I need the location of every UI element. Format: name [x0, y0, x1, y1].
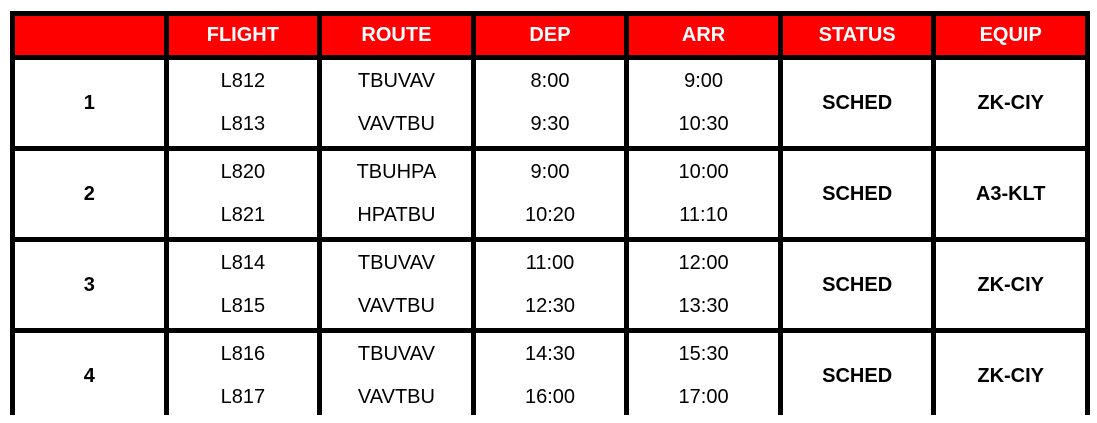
- cell-dep: 14:30 16:00: [475, 333, 625, 419]
- cell-arr: 10:00 11:10: [629, 151, 778, 237]
- dep-value: 14:30: [524, 343, 576, 365]
- cell-flights: L816 L817: [168, 333, 318, 419]
- header-route: ROUTE: [322, 16, 471, 55]
- header-equip: EQUIP: [936, 16, 1085, 55]
- cell-routes: TBUVAV VAVTBU: [322, 60, 471, 146]
- cell-routes: TBUVAV VAVTBU: [322, 242, 471, 328]
- status-value: SCHED: [822, 91, 893, 114]
- cell-status: SCHED: [782, 333, 932, 419]
- cell-equip: A3-KLT: [936, 151, 1085, 237]
- cell-flights: L812 L813: [168, 60, 318, 146]
- dep-value: 12:30: [524, 295, 576, 317]
- cell-arr: 9:00 10:30: [629, 60, 778, 146]
- dep-value: 11:00: [525, 252, 575, 274]
- num-value: 3: [83, 273, 95, 296]
- routes-value: VAVTBU: [357, 386, 435, 408]
- cell-num: 1: [15, 60, 164, 146]
- dep-value: 16:00: [524, 386, 576, 408]
- cell-dep: 8:00 9:30: [475, 60, 625, 146]
- equip-value: ZK-CIY: [977, 91, 1045, 114]
- flights-value: L821: [220, 204, 266, 226]
- status-value: SCHED: [822, 182, 893, 205]
- flights-value: L817: [220, 386, 266, 408]
- arr-value: 13:30: [678, 295, 729, 317]
- header-arr: ARR: [629, 16, 778, 55]
- routes-value: VAVTBU: [357, 113, 435, 135]
- equip-value: ZK-CIY: [977, 273, 1045, 296]
- cell-status: SCHED: [782, 242, 932, 328]
- routes-value: VAVTBU: [357, 295, 435, 317]
- equip-value: ZK-CIY: [977, 364, 1045, 387]
- dep-value: 8:00: [530, 70, 570, 92]
- cell-routes: TBUHPA HPATBU: [322, 151, 471, 237]
- arr-value: 12:00: [678, 252, 729, 274]
- cell-flights: L814 L815: [168, 242, 318, 328]
- header-status: STATUS: [782, 16, 932, 55]
- cell-status: SCHED: [782, 151, 932, 237]
- num-value: 2: [83, 182, 95, 205]
- cell-flights: L820 L821: [168, 151, 318, 237]
- cell-dep: 9:00 10:20: [475, 151, 625, 237]
- flights-value: L820: [220, 161, 266, 183]
- arr-value: 11:10: [679, 204, 728, 226]
- status-value: SCHED: [822, 364, 893, 387]
- flight-schedule-table: FLIGHT ROUTE DEP ARR STATUS EQUIP 1 L812 L813 TBU…: [10, 11, 1090, 419]
- flights-value: L815: [220, 295, 266, 317]
- dep-value: 9:30: [530, 113, 570, 135]
- arr-value: 17:00: [678, 386, 729, 408]
- routes-value: TBUHPA: [356, 161, 437, 183]
- num-value: 4: [83, 364, 95, 387]
- cell-num: 2: [15, 151, 164, 237]
- header-dep: DEP: [475, 16, 625, 55]
- equip-value: A3-KLT: [975, 182, 1046, 205]
- num-value: 1: [83, 91, 95, 114]
- arr-value: 9:00: [684, 70, 724, 92]
- flights-value: L812: [220, 70, 266, 92]
- arr-value: 15:30: [678, 343, 729, 365]
- header-group: [15, 16, 164, 55]
- header-flight: FLIGHT: [168, 16, 318, 55]
- arr-value: 10:30: [678, 113, 729, 135]
- cell-dep: 11:00 12:30: [475, 242, 625, 328]
- cell-equip: ZK-CIY: [936, 242, 1085, 328]
- dep-value: 10:20: [524, 204, 576, 226]
- cell-equip: ZK-CIY: [936, 60, 1085, 146]
- cell-status: SCHED: [782, 60, 932, 146]
- cell-arr: 15:30 17:00: [629, 333, 778, 419]
- flights-value: L814: [220, 252, 266, 274]
- dep-value: 9:00: [530, 161, 570, 183]
- cell-num: 4: [15, 333, 164, 419]
- flights-value: L813: [220, 113, 266, 135]
- cell-num: 3: [15, 242, 164, 328]
- cell-arr: 12:00 13:30: [629, 242, 778, 328]
- cell-routes: TBUVAV VAVTBU: [322, 333, 471, 419]
- routes-value: TBUVAV: [357, 252, 435, 274]
- flights-value: L816: [220, 343, 266, 365]
- routes-value: TBUVAV: [357, 70, 435, 92]
- routes-value: TBUVAV: [357, 343, 435, 365]
- arr-value: 10:00: [678, 161, 729, 183]
- routes-value: HPATBU: [357, 204, 436, 226]
- status-value: SCHED: [822, 273, 893, 296]
- cell-equip: ZK-CIY: [936, 333, 1085, 419]
